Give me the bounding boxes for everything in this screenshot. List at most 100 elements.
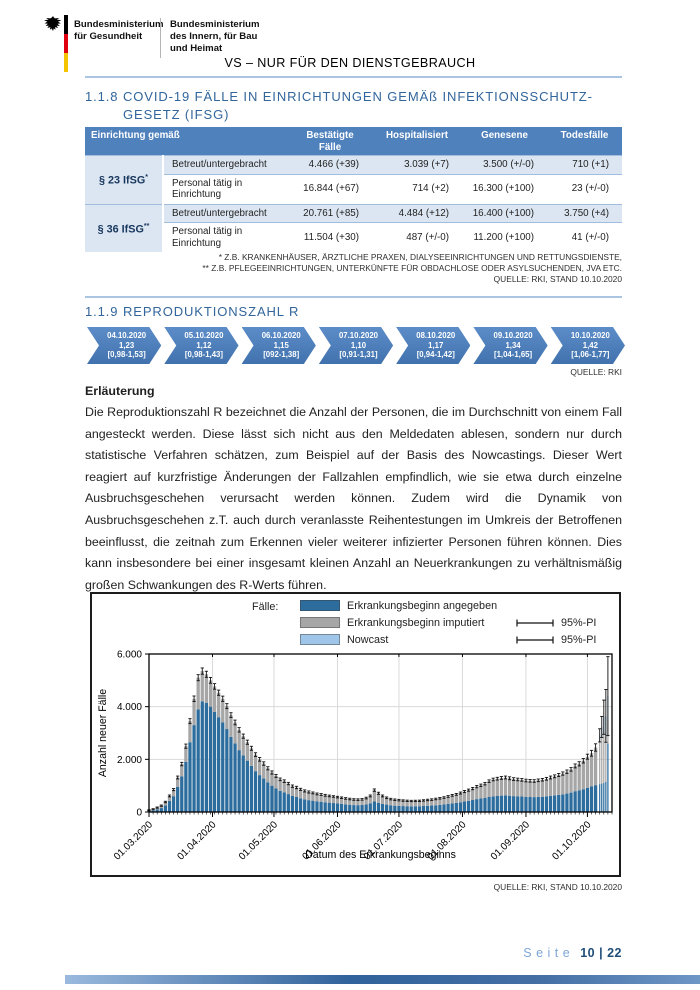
section-heading-118: 1.1.8 COVID-19 FÄLLE IN EINRICHTUNGEN GE… [85, 89, 593, 122]
r-chevron: 07.10.2020 1,10 [0,91-1,31] [319, 327, 393, 364]
ministry-interior-name: Bundesministerium des Innern, für Bau un… [170, 19, 260, 54]
legend-swatch-imputiert [300, 617, 340, 628]
col-genesene: Genesene [462, 127, 548, 156]
page-number: 10 | 22 [580, 946, 622, 960]
legend-entry: Erkrankungsbeginn imputiert [300, 616, 484, 629]
r-chevron: 04.10.2020 1,23 [0,98-1,53] [87, 327, 161, 364]
svg-text:2.000: 2.000 [117, 755, 142, 766]
header-divider [160, 18, 161, 58]
table-value: 3.039 (+7) [372, 155, 463, 174]
table-value: 3.750 (+4) [547, 203, 623, 223]
table-header-row: Einrichtung gemäß Bestätigte Fälle Hospi… [85, 127, 623, 156]
footer-label: Seite [523, 946, 575, 960]
svg-text:01.03.2020: 01.03.2020 [112, 819, 155, 862]
r-chevron: 08.10.2020 1,17 [0,94-1,42] [396, 327, 470, 364]
r-chevron-date: 05.10.2020 [184, 331, 224, 341]
r-chevron-date: 06.10.2020 [261, 331, 301, 341]
row-description: Betreut/untergebracht [163, 155, 289, 174]
r-chevron: 09.10.2020 1,34 [1,04-1,65] [473, 327, 547, 364]
r-chevron: 06.10.2020 1,15 [092-1,38] [242, 327, 316, 364]
table-value: 16.844 (+67) [288, 173, 373, 204]
table-row: § 23 IfSG* Betreut/untergebracht 4.466 (+3… [85, 155, 623, 204]
table-row: § 36 IfSG** Betreut/untergebracht 20.761 (… [85, 203, 623, 252]
german-flag-stripe [64, 15, 68, 72]
svg-text:Datum des Erkrankungsbeginns: Datum des Erkrankungsbeginns [305, 849, 456, 861]
r-chevron-ci: [1,04-1,65] [493, 350, 533, 360]
r-chevron: 05.10.2020 1,12 [0,98-1,43] [164, 327, 238, 364]
footnote-line: ** Z.B. PFLEGEEINRICHTUNGEN, UNTERKÜNFTE… [202, 263, 622, 273]
r-chevron-date: 09.10.2020 [493, 331, 533, 341]
explanation-title: Erläuterung [85, 384, 155, 398]
nowcast-chart: 0 2.000 4.000 6.000 01.03.2020 01.04.2020 01.0… [97, 650, 613, 863]
table-value: 11.504 (+30) [288, 222, 373, 252]
svg-text:0: 0 [136, 808, 142, 819]
svg-text:01.05.2020: 01.05.2020 [237, 819, 280, 862]
paragraph-label: § 23 IfSG* [85, 155, 164, 204]
table-value: 4.484 (+12) [372, 203, 463, 223]
r-chevron-ci: [0,98-1,43] [184, 350, 223, 360]
legend-entry: Erkrankungsbeginn angegeben [300, 599, 497, 612]
section-heading-119: 1.1.9 REPRODUKTIONSZAHL R [85, 304, 300, 319]
col-hospitalisiert: Hospitalisiert [372, 127, 463, 156]
legend-title: Fälle: [252, 601, 279, 613]
row-description: Betreut/untergebracht [163, 203, 289, 223]
r-chevron-r: 1,12 [196, 340, 212, 350]
col-einrichtung: Einrichtung gemäß [85, 127, 289, 156]
r-chevron-date: 07.10.2020 [338, 331, 378, 341]
col-todesfaelle: Todesfälle [547, 127, 623, 156]
r-chevron-ci: [0,91-1,31] [339, 350, 378, 360]
pi-legend-1: 95%-PI [515, 616, 596, 629]
legend-swatch-nowcast [300, 634, 340, 645]
svg-text:01.04.2020: 01.04.2020 [175, 819, 218, 862]
r-chevron-r: 1,34 [505, 340, 521, 350]
federal-eagle-icon [44, 16, 62, 31]
table-value: 41 (+/-0) [547, 222, 623, 252]
legend-swatch-angegeben [300, 600, 340, 611]
r-chevron-ci: [1,06-1,77] [571, 350, 610, 360]
r-chevron-r: 1,10 [350, 340, 367, 350]
row-description: Personal tätig in Einrichtung [163, 173, 289, 204]
section-rule [85, 296, 622, 298]
footnote-line: QUELLE: RKI, STAND 10.10.2020 [493, 274, 622, 284]
table-value: 16.400 (+100) [462, 203, 548, 223]
table-value: 710 (+1) [547, 155, 623, 174]
paragraph-label: § 36 IfSG** [85, 203, 164, 252]
footnote-line: * Z.B. KRANKENHÄUSER, ÄRZTLICHE PRAXEN, … [218, 252, 622, 262]
col-bestaetigte-faelle: Bestätigte Fälle [288, 127, 373, 156]
source-note-r: QUELLE: RKI [570, 367, 622, 377]
footer-accent-bar [65, 975, 700, 984]
table-row: Personal tätig in Einrichtung 11.504 (+30… [85, 222, 623, 252]
ministry-health-name: Bundesministerium für Gesundheit [74, 19, 164, 42]
error-bar-icon [516, 636, 554, 643]
pi-legend-2: 95%-PI [515, 633, 596, 646]
table-value: 714 (+2) [372, 173, 463, 204]
table-value: 3.500 (+/-0) [462, 155, 548, 174]
section-title-118: COVID-19 FÄLLE IN EINRICHTUNGEN GEMÄß IN… [123, 89, 593, 122]
section-title-119: REPRODUKTIONSZAHL R [123, 304, 300, 319]
facilities-table: Einrichtung gemäß Bestätigte Fälle Hospi… [85, 127, 623, 252]
r-chevron-ci: [0,94-1,42] [416, 350, 455, 360]
section-rule [85, 76, 622, 78]
table-value: 23 (+/-0) [547, 173, 623, 204]
r-chevron-r: 1,42 [582, 340, 598, 350]
explanation-text: Die Reproduktionszahl R bezeichnet die A… [85, 405, 622, 592]
page-footer: Seite 10 | 22 [85, 946, 622, 960]
table-footnotes: * Z.B. KRANKENHÄUSER, ÄRZTLICHE PRAXEN, … [85, 252, 622, 285]
row-description: Personal tätig in Einrichtung [163, 222, 289, 252]
nowcast-chart-figure: 0 2.000 4.000 6.000 01.03.2020 01.04.2020 01.0… [90, 592, 621, 877]
r-chevron-r: 1,17 [428, 340, 444, 350]
table-value: 4.466 (+39) [288, 155, 373, 174]
r-chevron: 10.10.2020 1,42 [1,06-1,77] [551, 327, 625, 364]
table-value: 20.761 (+85) [288, 203, 373, 223]
table-value: 16.300 (+100) [462, 173, 548, 204]
r-chevron-ci: [0,98-1,53] [107, 350, 146, 360]
r-chevron-date: 04.10.2020 [107, 331, 147, 341]
svg-text:01.10.2020: 01.10.2020 [550, 819, 593, 862]
r-chevron-r: 1,23 [119, 340, 135, 350]
r-chevron-r: 1,15 [273, 340, 289, 350]
svg-text:4.000: 4.000 [117, 702, 142, 713]
svg-text:Anzahl neuer Fälle: Anzahl neuer Fälle [97, 689, 109, 777]
table-row: Personal tätig in Einrichtung 16.844 (+67… [85, 173, 623, 204]
svg-text:6.000: 6.000 [117, 650, 142, 661]
